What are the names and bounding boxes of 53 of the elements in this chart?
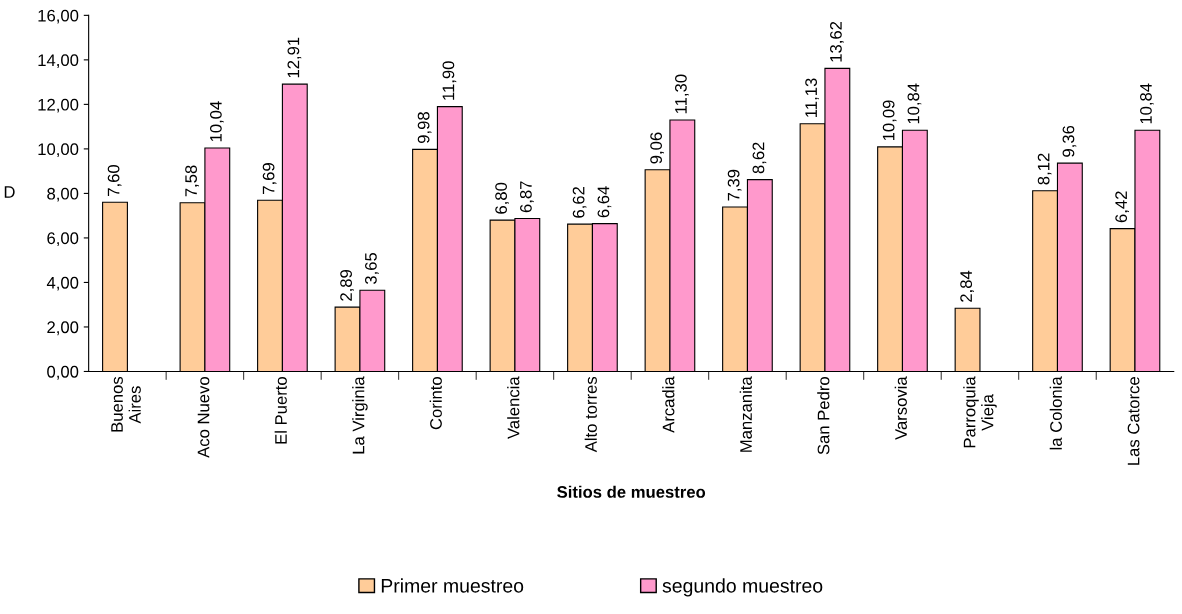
data-label: 11,13 [805,78,819,117]
x-tick-label: Varsovia [894,376,907,440]
x-tick-label: Arcadia [662,376,675,433]
data-label: 6,87 [520,181,534,213]
data-label: 7,39 [727,169,742,201]
x-tick-label: Valencia [507,376,520,439]
x-tick-label: La Virginia [352,376,368,454]
data-label: 11,30 [675,74,689,114]
x-tick-label: El Puerto [274,377,287,444]
data-label: 7,60 [107,164,122,196]
x-tick-label: la Colonia [1049,376,1062,450]
data-label: 2,89 [340,269,354,301]
legend-label: Primer muestreo [381,578,524,593]
x-axis-title: Sitios de muestreo [557,485,706,498]
y-tick-label: 14,00 [38,54,79,69]
data-label: 12,91 [287,37,302,78]
data-label: 6,42 [1115,191,1130,223]
x-tick-label: San Pedro [817,377,830,455]
data-label: 9,98 [417,112,432,143]
data-label: 8,62 [752,142,767,174]
data-label: 7,69 [262,163,277,194]
y-tick-label: 6,00 [47,232,79,247]
data-label: 7,58 [185,165,199,197]
y-tick-label: 8,00 [47,187,79,202]
legend-label: segundo muestreo [662,578,823,597]
data-label: 6,62 [572,186,587,218]
x-tick-label: Alto torres [584,376,597,453]
data-label: 6,80 [495,182,509,214]
data-label: 9,36 [1062,125,1077,157]
data-label: 3,65 [364,252,379,285]
data-label: 10,84 [907,83,922,124]
x-tick-label: Las Catorce [1127,377,1140,465]
x-tick-label: Manzanita [739,376,752,452]
y-tick-label: 10,00 [38,143,79,158]
y-tick-label: 12,00 [38,98,79,113]
x-tick-label: Corinto [429,377,442,430]
x-tick-label: Aco Nuevo [197,377,210,458]
data-label: 10,09 [882,100,897,141]
x-tick-label: Buenos Aires [111,376,141,432]
data-label: 10,04 [209,101,224,142]
data-label: 8,12 [1037,153,1052,185]
y-axis-title: D [4,186,15,198]
data-label: 6,64 [597,186,612,218]
y-tick-label: 16,00 [38,9,79,24]
data-label: 11,90 [442,61,457,100]
data-label: 10,84 [1140,83,1154,124]
y-tick-label: 4,00 [46,276,79,291]
x-tick-label: Parroquia Vieja [963,376,997,448]
data-label: 2,84 [960,270,974,302]
y-tick-label: 0,00 [47,365,79,380]
data-label: 13,62 [830,21,844,62]
y-tick-label: 2,00 [47,321,79,336]
data-label: 9,06 [650,132,664,164]
